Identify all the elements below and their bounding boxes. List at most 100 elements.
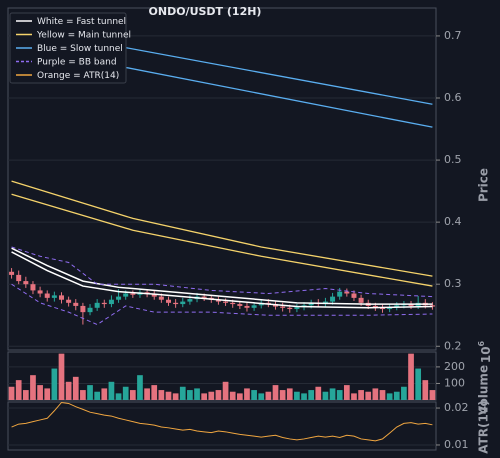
volume-bar [222, 381, 229, 400]
candle-body [223, 301, 229, 303]
volume-bar [308, 390, 315, 400]
candle-body [16, 274, 22, 282]
volume-bar [386, 393, 393, 400]
band-line [11, 180, 433, 277]
volume-bar [329, 388, 336, 400]
candle-body [80, 305, 86, 313]
volume-bar [201, 393, 208, 400]
candle-body [429, 305, 435, 307]
band-line [11, 251, 433, 309]
volume-bar [365, 391, 372, 400]
volume-bar [179, 386, 186, 400]
candle-body [351, 293, 357, 298]
volume-bar [336, 390, 343, 400]
candle-body [23, 281, 29, 285]
volume-bar [401, 386, 407, 400]
legend-label: White = Fast tunnel [37, 17, 126, 27]
candle-body [37, 290, 43, 294]
candle-body [87, 307, 93, 313]
volume-bar [208, 391, 215, 400]
atr-line [11, 401, 433, 442]
volume-bar [8, 386, 15, 400]
y-tick-label: 100 [444, 376, 465, 389]
volume-bar [351, 393, 357, 400]
legend-label: Orange = ATR(14) [37, 71, 119, 81]
panel-frame [7, 401, 437, 451]
candle-body [94, 302, 100, 308]
legend-label: Blue = Slow tunnel [37, 44, 123, 54]
volume-bar [58, 353, 65, 400]
volume-bar [215, 390, 222, 400]
candle-body [44, 293, 50, 298]
volume-bar [22, 390, 29, 400]
volume-bar [372, 388, 379, 400]
volume-bar [187, 390, 193, 400]
volume-bar [80, 390, 86, 400]
y-tick-label: 0.4 [444, 215, 462, 228]
candle-body [394, 305, 400, 308]
candle-body [51, 295, 57, 298]
volume-bar [315, 386, 322, 400]
volume-bar [194, 388, 200, 400]
y-tick-label: 0.5 [444, 153, 462, 166]
candle-body [173, 302, 179, 305]
volume-bar [72, 376, 79, 400]
volume-bar [265, 391, 272, 400]
volume-bar [286, 388, 293, 400]
volume-bar [115, 393, 122, 400]
panel-frame [7, 351, 437, 401]
volume-bar [229, 391, 236, 400]
candle-body [372, 305, 378, 308]
candle-body [358, 297, 364, 303]
candle-body [237, 304, 243, 306]
y-tick-label: 0.6 [444, 91, 462, 104]
band-line [11, 246, 433, 298]
candle-body [73, 302, 79, 306]
band-line [11, 283, 433, 326]
volume-bar [422, 380, 429, 400]
volume-bar [358, 390, 364, 400]
multiplier-base: 10 [479, 346, 493, 363]
volume-bar [15, 380, 22, 400]
y-tick-label: 0.7 [444, 29, 462, 42]
volume-bar [129, 390, 136, 400]
y-axis-label: ATR(14) [477, 400, 491, 453]
volume-bar [301, 393, 307, 400]
volume-bar [101, 388, 108, 400]
candle-body [123, 293, 129, 297]
volume-bar [172, 393, 179, 400]
volume-bar [44, 388, 51, 400]
candle-body [151, 294, 157, 297]
band-line [11, 247, 433, 305]
candle-body [344, 291, 350, 294]
candle-body [330, 296, 336, 302]
y-axis-label: Volume [477, 365, 491, 415]
volume-bar [322, 391, 329, 400]
candle-body [59, 295, 64, 300]
volume-bar [258, 393, 265, 400]
candle-body [251, 305, 257, 308]
volume-bar [65, 381, 72, 400]
candle-body [308, 302, 314, 306]
volume-bar [244, 388, 250, 400]
legend-box [9, 12, 127, 84]
volume-bar [122, 386, 129, 400]
candle-body [158, 296, 164, 300]
volume-bar [87, 385, 93, 400]
volume-bar [165, 391, 172, 400]
volume-bar [137, 375, 143, 400]
candle-body [230, 302, 236, 305]
y-axis-label: Price [477, 168, 491, 202]
candle-body [380, 307, 385, 310]
band-line [11, 193, 433, 287]
candle-body [408, 304, 414, 306]
volume-bar [272, 385, 279, 400]
volume-bar [51, 368, 58, 400]
legend-label: Yellow = Main tunnel [36, 31, 131, 41]
legend-label: Purple = BB band [37, 58, 117, 68]
volume-bar [279, 390, 286, 400]
candle-body [101, 302, 107, 305]
candle-body [180, 301, 186, 305]
volume-bar [158, 390, 165, 400]
